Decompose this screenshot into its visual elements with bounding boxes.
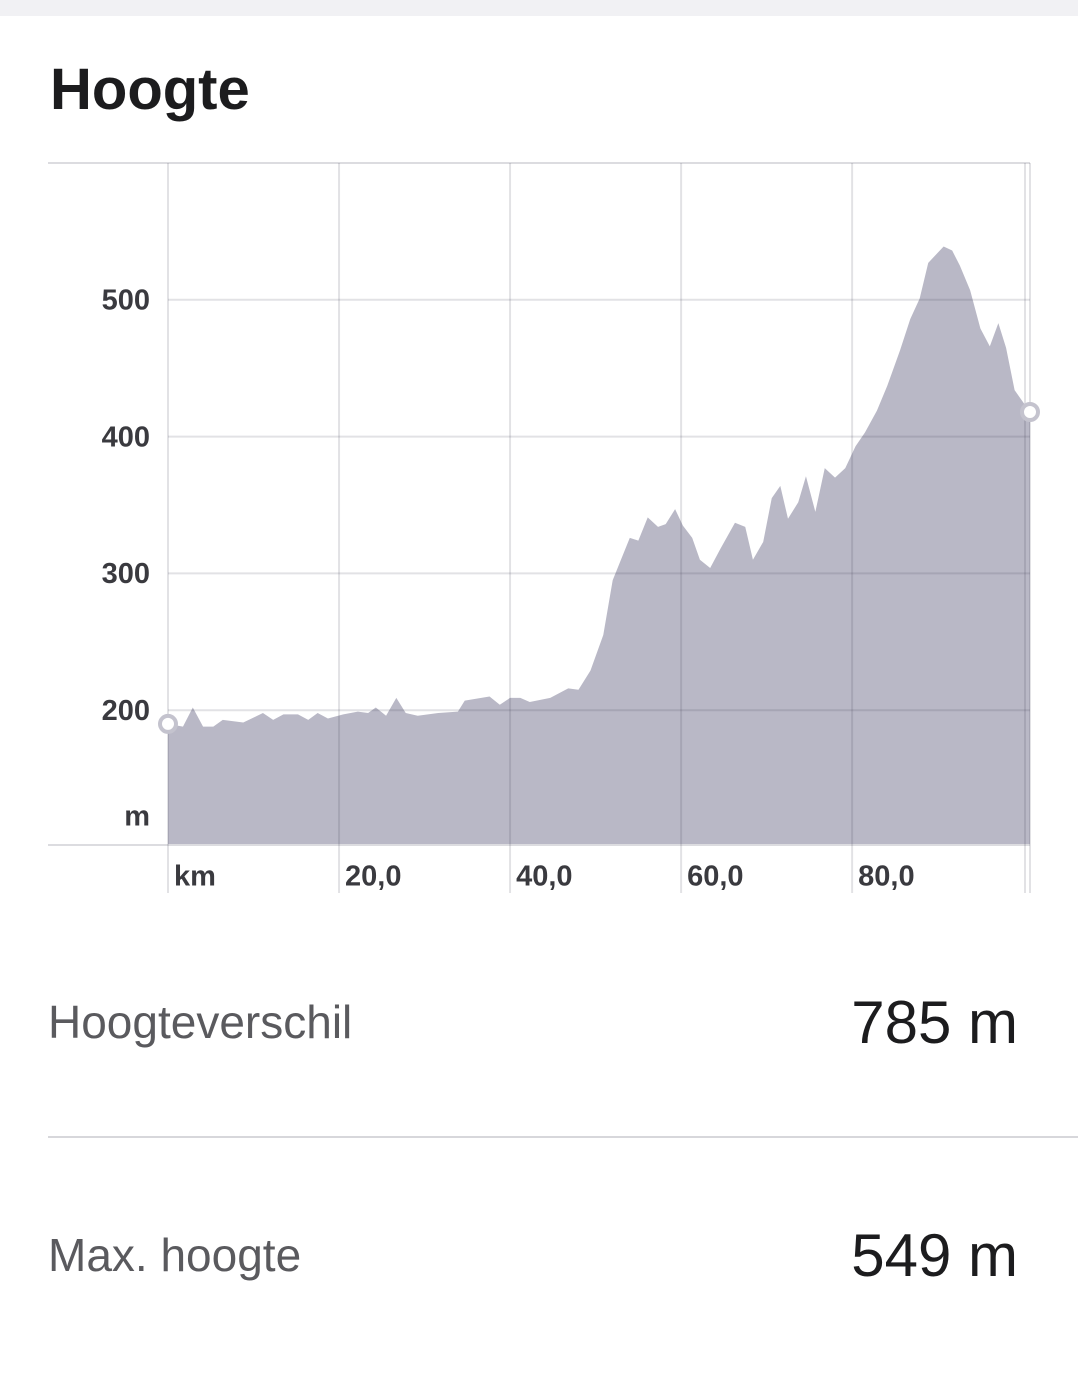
- stat-label: Max. hoogte: [48, 1229, 302, 1281]
- y-tick-label: 500: [102, 284, 150, 316]
- elevation-area: [168, 246, 1030, 846]
- stat-row: Hoogteverschil 785 m: [48, 982, 1018, 1062]
- start-marker: [158, 713, 178, 734]
- y-axis-label: m: [124, 801, 150, 833]
- y-tick-label: 300: [102, 558, 150, 590]
- divider: [48, 1136, 1078, 1138]
- section-title: Hoogte: [50, 57, 250, 122]
- stat-row: Max. hoogte 549 m: [48, 1215, 1018, 1295]
- y-tick-label: 400: [102, 421, 150, 453]
- stat-label: Hoogteverschil: [48, 996, 353, 1048]
- x-tick-label: 40,0: [516, 861, 572, 893]
- elevation-chart: 200 300 400 500 mkm 20,0 40,0 60,0 80,0: [48, 162, 1040, 893]
- stat-value: 785 m: [851, 988, 1018, 1056]
- end-marker: [1020, 401, 1040, 422]
- y-tick-label: 200: [102, 695, 150, 727]
- stat-value: 549 m: [851, 1221, 1018, 1289]
- x-tick-label: 80,0: [858, 861, 914, 893]
- x-tick-label: 20,0: [345, 861, 401, 893]
- x-tick-label: km: [174, 861, 216, 893]
- top-bar: [0, 0, 1078, 16]
- x-tick-label: 60,0: [687, 861, 743, 893]
